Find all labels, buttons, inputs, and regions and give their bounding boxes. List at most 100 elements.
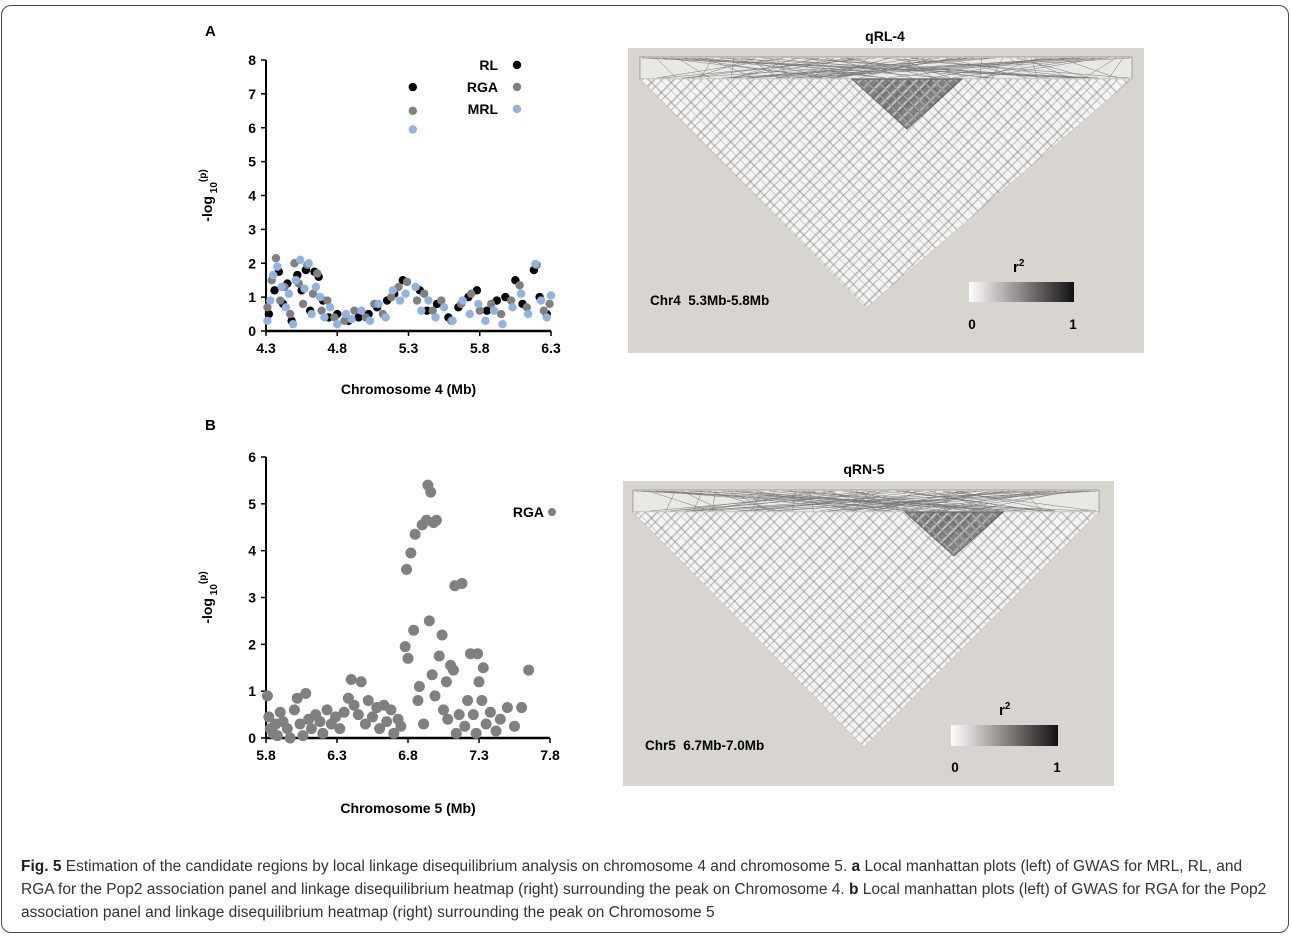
data-point-mrl — [381, 313, 390, 322]
snp-line — [750, 490, 763, 512]
data-point-rga — [350, 306, 359, 315]
data-point-rga — [330, 711, 342, 723]
x-tick-label: 5.3 — [399, 340, 419, 356]
data-point-rga — [281, 723, 293, 735]
data-point-mrl — [458, 296, 467, 305]
data-point-rga — [385, 704, 397, 716]
y-tick-label: 2 — [248, 255, 256, 271]
data-point-rga — [402, 277, 412, 287]
data-point-mrl — [424, 296, 433, 305]
data-point-mrl — [531, 259, 540, 269]
data-point-rga — [473, 676, 485, 688]
data-point-mrl — [542, 313, 551, 322]
data-point-rga — [317, 727, 329, 739]
snp-line — [902, 490, 1057, 512]
data-point-rga — [467, 709, 479, 721]
data-point-rga — [436, 629, 448, 641]
data-point-rga — [308, 289, 318, 298]
data-point-rga — [490, 725, 502, 737]
data-point-mrl — [365, 316, 375, 326]
snp-line — [802, 490, 990, 512]
y-tick-label: 7 — [248, 86, 256, 102]
y-tick-label: 3 — [248, 221, 256, 237]
legend-marker-rga — [512, 82, 522, 92]
x-tick-label: 5.8 — [470, 340, 490, 356]
data-point-rga — [428, 306, 437, 315]
x-tick-label: 6.3 — [541, 340, 561, 356]
data-point-rga — [472, 648, 484, 660]
data-point-rga — [321, 704, 333, 716]
snp-line — [655, 57, 677, 79]
data-point-rga — [459, 720, 471, 732]
ld-color-scale — [951, 725, 1058, 746]
data-point-rga — [545, 299, 554, 309]
snp-line — [669, 490, 910, 512]
data-point-rga — [352, 709, 364, 721]
data-point-rga — [330, 313, 339, 322]
ld-panel-qrn5: qRN-5 Chr5 6.7Mb-7.0Mb r2 0 1 — [623, 461, 1114, 786]
data-point-rga — [362, 695, 374, 707]
legend-marker-mrl — [512, 104, 522, 114]
data-point-rga — [412, 296, 422, 305]
snp-line — [649, 490, 877, 512]
data-point-mrl — [291, 275, 301, 285]
data-point-rl — [408, 82, 417, 92]
data-point-rga — [450, 727, 462, 739]
data-point-rga — [426, 669, 438, 681]
data-point-rga — [399, 641, 411, 653]
figure: A 0 1 2 3 4 5 6 7 8 4.3 4.8 5.3 5.8 6.3 Chromosome 4 (… — [198, 23, 1144, 816]
data-point-rga — [381, 716, 393, 728]
y-tick-label: 1 — [248, 683, 256, 699]
data-point-rga — [263, 711, 275, 723]
snp-line — [977, 57, 1102, 79]
snp-line — [661, 57, 876, 79]
snp-line — [793, 57, 1131, 79]
data-point-rga — [284, 732, 296, 744]
data-point-mrl — [273, 262, 282, 271]
manhattan-plot-chr5: 0 1 2 3 4 5 6 5.8 6.3 6.8 7.3 7.8 Chromosome 5 (Mb) -… — [198, 449, 560, 816]
ld-title: qRL-4 — [865, 28, 905, 44]
snp-line — [766, 490, 1098, 512]
data-point-rga — [387, 292, 396, 302]
data-point-rga — [447, 664, 459, 676]
data-point-mrl — [395, 296, 405, 305]
snp-line — [656, 57, 784, 79]
data-point-rga — [467, 289, 476, 298]
x-tick-label: 5.8 — [256, 747, 276, 763]
y-axis-label: -log 10(p) — [198, 169, 220, 221]
data-point-rga — [305, 723, 317, 735]
y-tick-label: 2 — [248, 636, 256, 652]
data-point-rga — [367, 711, 378, 723]
snp-line — [677, 57, 711, 79]
ld-region-label: Chr4 5.3Mb-5.8Mb — [650, 293, 769, 308]
data-point-rga — [412, 695, 424, 707]
y-tick-label: 4 — [248, 543, 256, 559]
snp-line — [668, 490, 939, 512]
data-point-rga — [539, 306, 549, 315]
data-point-mrl — [388, 286, 398, 295]
snp-line — [782, 490, 999, 512]
data-point-mrl — [465, 309, 474, 319]
data-point-rga — [456, 577, 468, 589]
caption-intro: Estimation of the candidate regions by l… — [61, 858, 852, 875]
data-point-rga — [313, 269, 322, 278]
snp-line — [737, 490, 984, 512]
data-point-rga — [271, 253, 281, 263]
y-tick-label: 0 — [248, 323, 256, 339]
y-tick-label: 1 — [248, 289, 256, 305]
data-point-mrl — [277, 282, 286, 292]
legend-label-rl: RL — [479, 57, 498, 73]
data-point-rga — [263, 303, 272, 312]
data-point-rga — [433, 650, 445, 662]
data-point-rga — [395, 720, 407, 732]
snp-line — [991, 57, 1003, 79]
snp-line — [740, 57, 885, 79]
snp-line — [681, 57, 989, 79]
data-point-mrl — [408, 125, 417, 134]
snp-line — [719, 57, 1099, 79]
data-point-mrl — [417, 306, 426, 315]
data-point-rga — [340, 316, 349, 326]
y-tick-label: 6 — [248, 120, 256, 136]
data-point-rga — [271, 730, 283, 742]
data-point-rga — [405, 547, 417, 559]
